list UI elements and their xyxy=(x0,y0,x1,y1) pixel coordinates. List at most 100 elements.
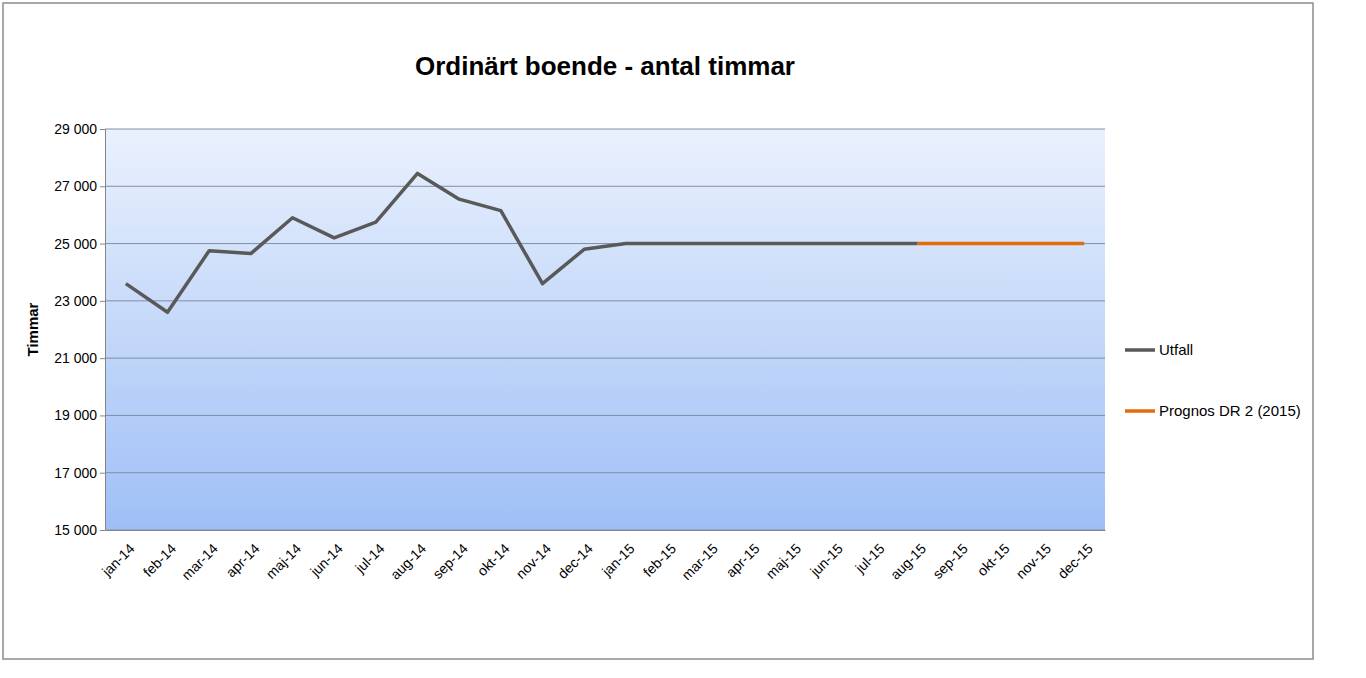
x-tick-label: jan-14 xyxy=(98,540,138,580)
x-tick-label: nov-14 xyxy=(513,540,555,582)
x-tick-label: feb-15 xyxy=(640,540,680,580)
y-tick-label: 27 000 xyxy=(54,178,97,194)
x-tick-label: mar-15 xyxy=(678,540,721,583)
grid-line xyxy=(105,300,1105,301)
legend-label: Prognos DR 2 (2015) xyxy=(1159,402,1301,419)
legend-item: Utfall xyxy=(1125,341,1193,358)
x-tick-label: dec-15 xyxy=(1054,540,1096,582)
grid-line xyxy=(105,530,1105,531)
x-tick-label: aug-15 xyxy=(887,540,929,582)
x-tick: sep-15 xyxy=(929,530,971,582)
y-tick-label: 21 000 xyxy=(54,350,97,366)
lines xyxy=(126,173,1084,312)
x-tick: mar-14 xyxy=(178,530,221,583)
legend-label: Utfall xyxy=(1159,341,1193,358)
grid-line xyxy=(105,129,1105,130)
y-tick: 15 000 xyxy=(54,522,105,538)
y-tick: 27 000 xyxy=(54,178,105,194)
y-tick: 17 000 xyxy=(54,465,105,481)
y-tick-mark xyxy=(100,473,105,474)
grid xyxy=(105,129,1105,530)
y-tick-mark xyxy=(100,186,105,187)
y-tick-label: 23 000 xyxy=(54,293,97,309)
y-tick: 21 000 xyxy=(54,350,105,366)
x-tick-label: apr-14 xyxy=(223,540,263,580)
x-tick: jan-14 xyxy=(98,530,138,580)
y-axis: 15 000 17 000 19 000 21 000 23 000 25 000 27 0… xyxy=(54,121,105,538)
x-tick: feb-14 xyxy=(140,530,180,580)
x-tick: jan-15 xyxy=(598,530,638,580)
x-tick: dec-14 xyxy=(554,530,596,582)
y-tick-mark xyxy=(100,358,105,359)
x-tick: okt-14 xyxy=(474,530,513,579)
x-tick-label: sep-14 xyxy=(429,540,471,582)
x-tick-label: okt-15 xyxy=(974,540,1013,579)
x-tick-label: jan-15 xyxy=(598,540,638,580)
x-tick-label: maj-15 xyxy=(763,540,805,582)
x-tick-label: nov-15 xyxy=(1013,540,1055,582)
x-tick: aug-15 xyxy=(887,530,929,583)
x-tick: sep-14 xyxy=(429,530,471,582)
x-tick-label: jul-14 xyxy=(351,540,387,576)
y-tick-label: 19 000 xyxy=(54,407,97,423)
x-tick: nov-15 xyxy=(1013,530,1055,582)
x-tick-label: sep-15 xyxy=(929,540,971,582)
y-tick-mark xyxy=(100,301,105,302)
y-tick-mark xyxy=(100,129,105,130)
title: Ordinärt boende - antal timmar xyxy=(415,51,795,81)
legend-swatch xyxy=(1125,409,1155,413)
x-tick: nov-14 xyxy=(513,530,555,582)
x-tick-label: jun-15 xyxy=(806,540,846,580)
y-tick-mark xyxy=(100,415,105,416)
series-line xyxy=(126,173,918,312)
x-tick-label: dec-14 xyxy=(554,540,596,582)
x-axis: jan-14feb-14mar-14apr-14maj-14jun-14jul-… xyxy=(98,530,1106,583)
y-tick-label: 17 000 xyxy=(54,465,97,481)
grid-line xyxy=(105,186,1105,187)
chart: 15 000 17 000 19 000 21 000 23 000 25 000 27 0… xyxy=(0,0,1366,678)
grid-line xyxy=(105,472,1105,473)
legend: Utfall Prognos DR 2 (2015) xyxy=(1125,341,1301,419)
x-tick: maj-15 xyxy=(763,530,805,582)
x-tick: aug-14 xyxy=(387,530,429,583)
grid-line xyxy=(105,243,1105,244)
x-tick: jul-14 xyxy=(351,530,387,577)
x-tick: jun-14 xyxy=(306,530,346,580)
legend-item: Prognos DR 2 (2015) xyxy=(1125,402,1301,419)
y-tick-mark xyxy=(100,530,105,531)
x-tick: jul-15 xyxy=(851,530,887,577)
x-tick: dec-15 xyxy=(1054,530,1096,582)
y-tick: 29 000 xyxy=(54,121,105,137)
x-axis-line xyxy=(106,530,1106,531)
x-tick-label: mar-14 xyxy=(178,540,221,583)
x-tick-label: jun-14 xyxy=(306,540,346,580)
x-tick-label: aug-14 xyxy=(387,540,429,582)
x-tick: feb-15 xyxy=(640,530,680,580)
x-tick: jun-15 xyxy=(806,530,846,580)
x-tick: okt-15 xyxy=(974,530,1013,579)
x-tick: apr-15 xyxy=(723,530,763,580)
y-tick: 23 000 xyxy=(54,293,105,309)
y-axis-line xyxy=(105,130,106,531)
y-tick-label: 25 000 xyxy=(54,236,97,252)
x-tick: apr-14 xyxy=(223,530,263,580)
y-tick-label: 29 000 xyxy=(54,121,97,137)
x-tick: maj-14 xyxy=(263,530,305,582)
x-tick-label: apr-15 xyxy=(723,540,763,580)
legend-swatch xyxy=(1125,348,1155,352)
x-tick-label: jul-15 xyxy=(851,540,887,576)
grid-line xyxy=(105,415,1105,416)
x-tick-label: maj-14 xyxy=(263,540,305,582)
series-line xyxy=(918,242,1085,246)
y-tick-label: 15 000 xyxy=(54,522,97,538)
x-tick-label: feb-14 xyxy=(140,540,180,580)
y-tick: 19 000 xyxy=(54,407,105,423)
y-tick-mark xyxy=(100,244,105,245)
y-axis-title: Timmar xyxy=(24,302,41,356)
x-tick-label: okt-14 xyxy=(474,540,513,579)
y-tick: 25 000 xyxy=(54,236,105,252)
x-tick: mar-15 xyxy=(678,530,721,583)
chart-frame xyxy=(3,3,1313,659)
plot-area xyxy=(105,129,1105,530)
grid-line xyxy=(105,358,1105,359)
